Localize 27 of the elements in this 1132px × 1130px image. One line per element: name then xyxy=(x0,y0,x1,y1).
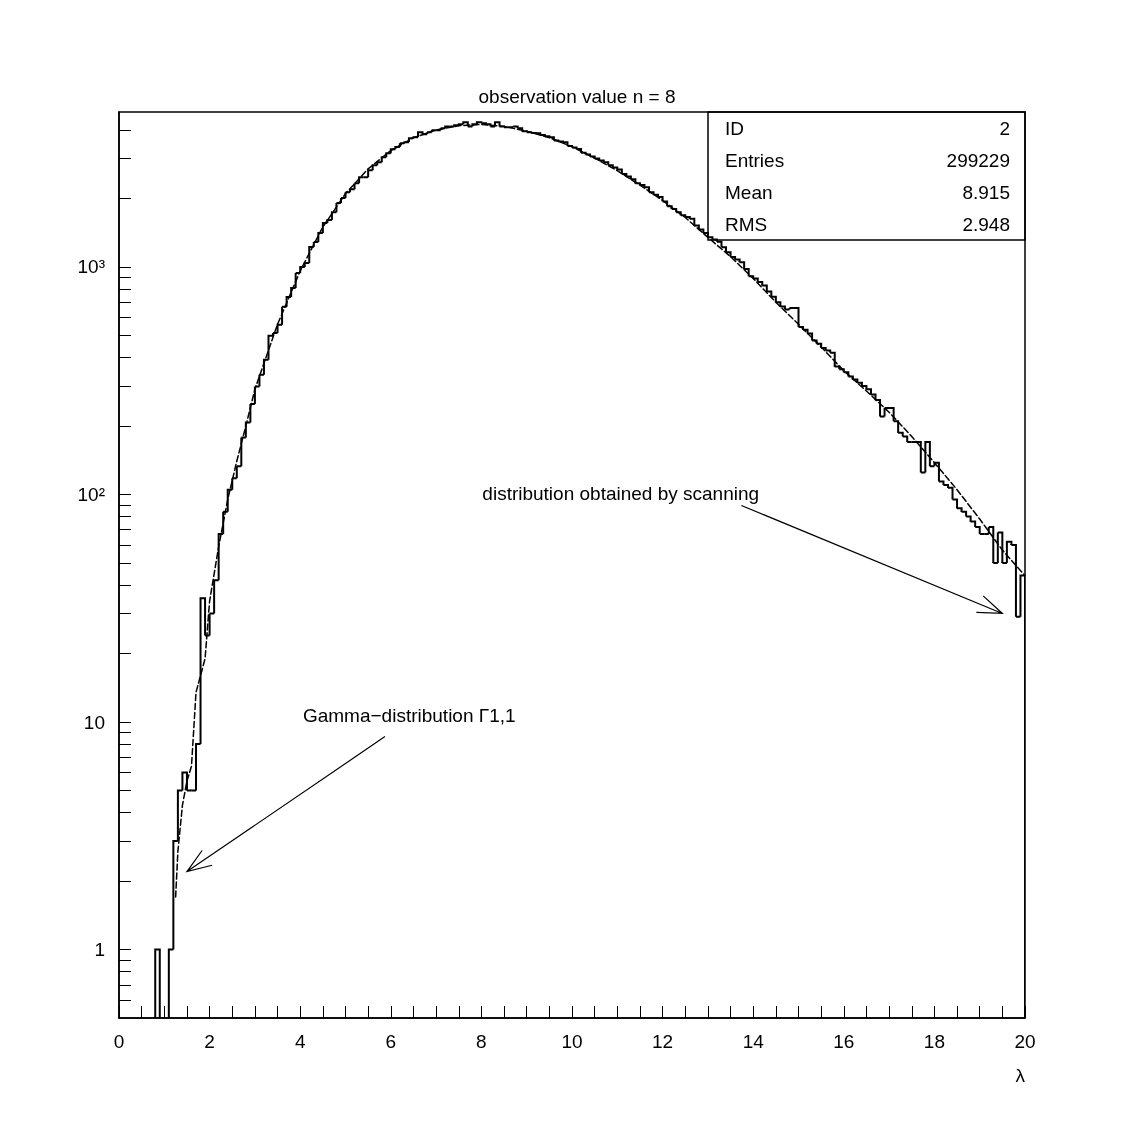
annotation: Entries xyxy=(725,149,785,171)
x-tick-label: 16 xyxy=(833,1031,855,1052)
x-tick-label: 14 xyxy=(742,1031,765,1052)
x-tick-label: 20 xyxy=(1014,1031,1036,1052)
x-tick-label: 10 xyxy=(561,1031,583,1052)
y-tick-label: 10² xyxy=(77,484,105,505)
chart-title: observation value n = 8 xyxy=(478,86,676,107)
annotation: 299229 xyxy=(946,149,1010,171)
x-tick-label: 2 xyxy=(204,1031,215,1052)
annotation: 2.948 xyxy=(962,213,1010,235)
x-tick-label: 0 xyxy=(113,1031,125,1052)
annotation: Mean xyxy=(725,181,773,203)
annotation: ID xyxy=(725,117,744,139)
annotation: distribution obtained by scanning xyxy=(482,483,760,505)
x-tick-label: 8 xyxy=(476,1031,487,1052)
y-tick-label: 10 xyxy=(83,711,105,733)
y-tick-label: 1 xyxy=(94,939,105,961)
annotation: 2 xyxy=(999,117,1010,139)
annotation: Gamma−distribution Γ1,1 xyxy=(302,704,516,726)
annotation: 8.915 xyxy=(962,181,1010,203)
x-tick-label: 12 xyxy=(652,1031,674,1052)
x-tick-label: 18 xyxy=(923,1031,945,1052)
x-tick-label: 4 xyxy=(294,1031,306,1052)
x-tick-label: 6 xyxy=(385,1031,397,1052)
x-axis-title: λ xyxy=(1015,1065,1026,1086)
annotation: RMS xyxy=(725,213,768,235)
y-tick-label: 10³ xyxy=(77,256,105,278)
